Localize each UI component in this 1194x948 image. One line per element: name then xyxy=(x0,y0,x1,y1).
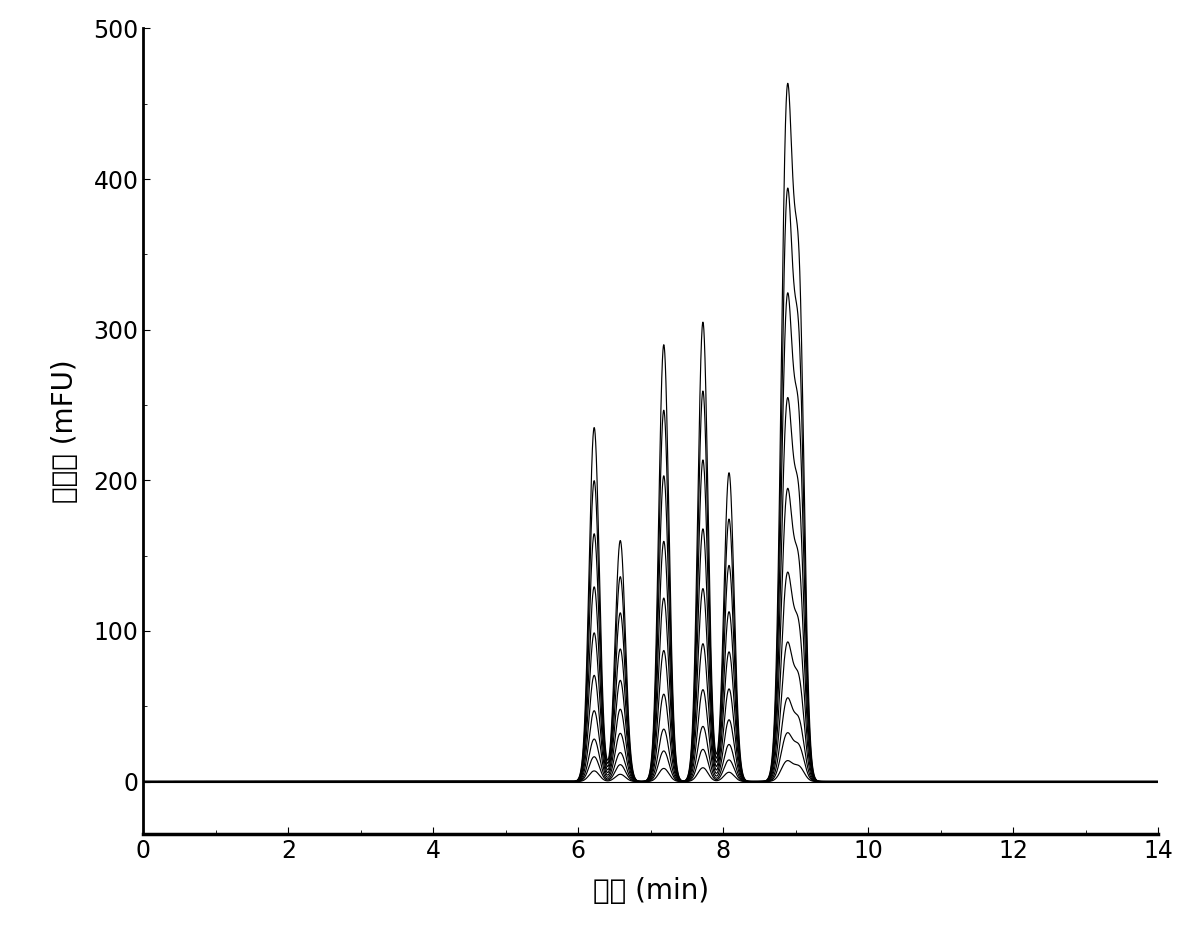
X-axis label: 时间 (min): 时间 (min) xyxy=(592,877,709,905)
Y-axis label: 信号値 (mFU): 信号値 (mFU) xyxy=(51,359,79,503)
